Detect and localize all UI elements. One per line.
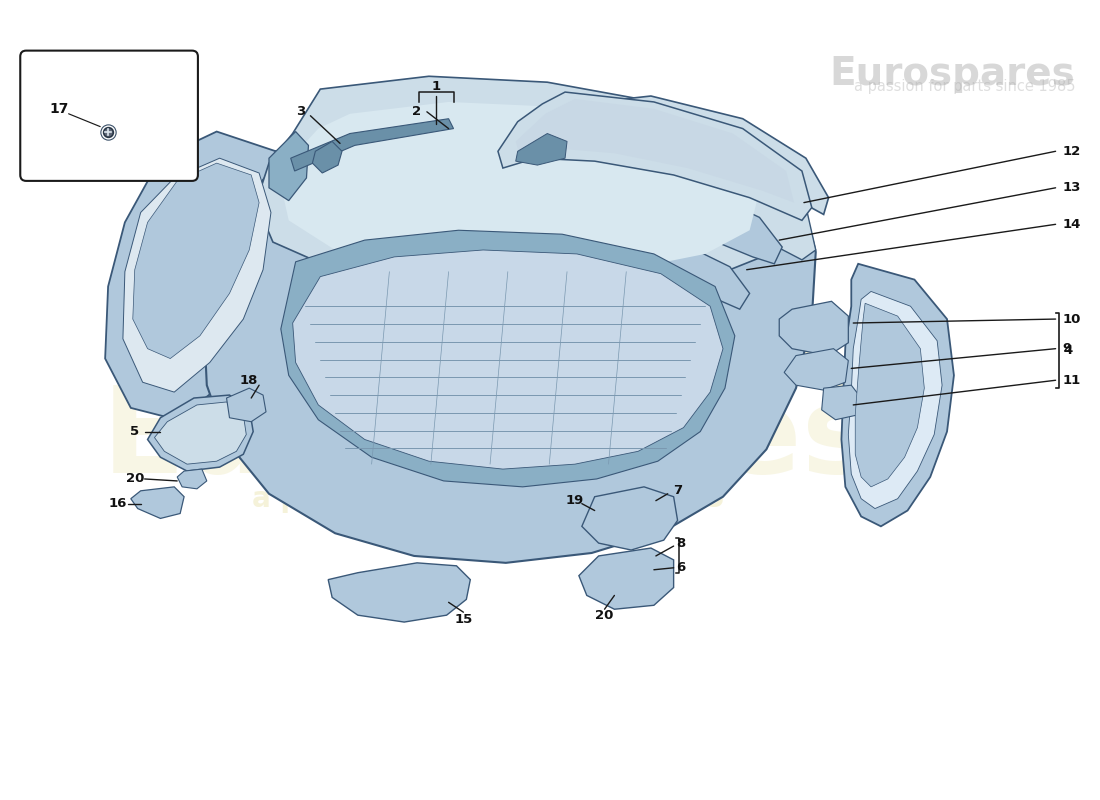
Text: 7: 7 <box>673 484 682 498</box>
FancyBboxPatch shape <box>20 50 198 181</box>
Text: Eurospares: Eurospares <box>101 381 875 498</box>
Text: 19: 19 <box>565 494 584 507</box>
Text: 11: 11 <box>1063 374 1080 386</box>
Text: 20: 20 <box>595 609 614 622</box>
Text: 6: 6 <box>675 562 685 574</box>
Polygon shape <box>516 134 566 165</box>
Text: 16: 16 <box>109 497 128 510</box>
Polygon shape <box>784 349 848 390</box>
Text: 3: 3 <box>296 106 305 118</box>
Text: 12: 12 <box>1063 145 1080 158</box>
Text: 13: 13 <box>1063 182 1081 194</box>
Polygon shape <box>779 302 848 355</box>
Text: 2: 2 <box>412 106 421 118</box>
Polygon shape <box>822 385 861 420</box>
Text: 10: 10 <box>1063 313 1081 326</box>
Polygon shape <box>106 131 290 420</box>
Polygon shape <box>579 548 673 610</box>
Polygon shape <box>848 291 942 509</box>
Polygon shape <box>556 96 828 214</box>
Polygon shape <box>582 487 678 550</box>
Polygon shape <box>133 163 260 358</box>
Polygon shape <box>453 109 816 260</box>
Text: 15: 15 <box>454 613 473 626</box>
Polygon shape <box>147 395 253 471</box>
Polygon shape <box>123 158 271 392</box>
Text: 18: 18 <box>240 374 258 386</box>
Text: 8: 8 <box>675 537 685 550</box>
Polygon shape <box>280 102 759 276</box>
Text: 14: 14 <box>1063 218 1081 231</box>
Polygon shape <box>855 303 924 487</box>
Text: 4: 4 <box>1064 344 1072 357</box>
Polygon shape <box>131 487 184 518</box>
Text: a passion for parts since 1985: a passion for parts since 1985 <box>252 485 725 513</box>
Text: 1985: 1985 <box>715 295 952 446</box>
Polygon shape <box>293 250 723 469</box>
Text: 1: 1 <box>431 80 440 93</box>
Text: 9: 9 <box>1063 342 1071 355</box>
Polygon shape <box>290 118 453 171</box>
Text: Eurospares: Eurospares <box>829 54 1076 93</box>
Polygon shape <box>575 178 782 264</box>
Polygon shape <box>312 142 342 173</box>
Polygon shape <box>270 131 308 201</box>
Polygon shape <box>498 92 812 220</box>
Text: a passion for parts since 1985: a passion for parts since 1985 <box>854 79 1076 94</box>
Text: 17: 17 <box>50 102 68 116</box>
Polygon shape <box>204 109 816 563</box>
Polygon shape <box>177 469 207 489</box>
Polygon shape <box>842 264 954 526</box>
Polygon shape <box>516 99 794 202</box>
Polygon shape <box>328 563 471 622</box>
Polygon shape <box>256 76 804 294</box>
Polygon shape <box>154 402 246 464</box>
Polygon shape <box>575 230 749 309</box>
Polygon shape <box>227 388 266 422</box>
Text: 5: 5 <box>130 425 140 438</box>
Polygon shape <box>280 230 735 487</box>
Text: 20: 20 <box>125 473 144 486</box>
